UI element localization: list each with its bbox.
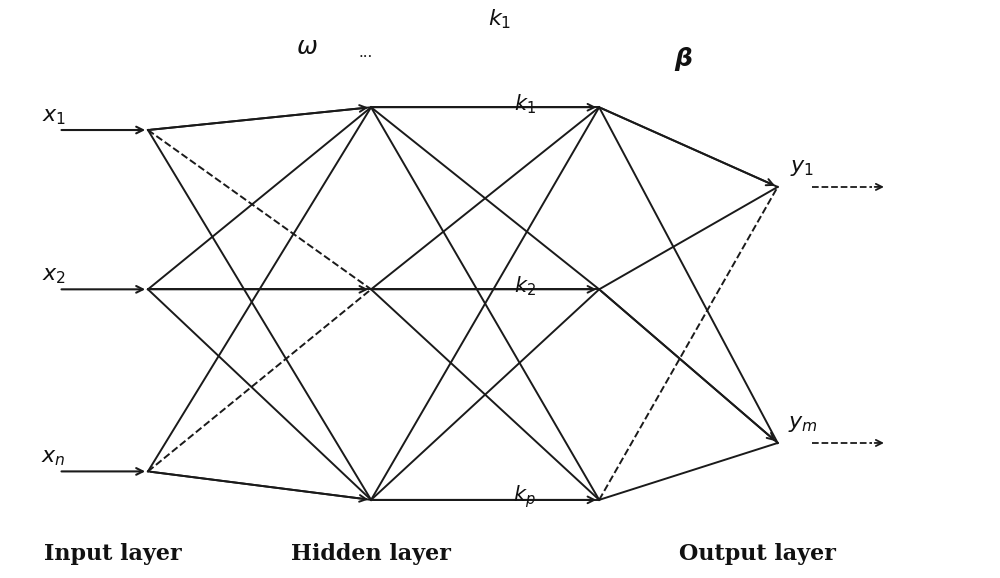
Text: Input layer: Input layer [44, 543, 182, 565]
Text: $k_1$: $k_1$ [488, 8, 512, 31]
Text: Hidden layer: Hidden layer [291, 543, 451, 565]
Text: ...: ... [359, 46, 373, 60]
Text: $x_1$: $x_1$ [42, 105, 66, 127]
Text: $\omega$: $\omega$ [296, 36, 318, 59]
Text: $x_2$: $x_2$ [42, 264, 66, 286]
Text: $k_p$: $k_p$ [513, 484, 536, 510]
Text: Output layer: Output layer [679, 543, 836, 565]
Text: $k_2$: $k_2$ [514, 275, 536, 298]
Text: $x_n$: $x_n$ [41, 446, 66, 468]
Text: $y_1$: $y_1$ [790, 156, 815, 178]
Text: $k_1$: $k_1$ [514, 92, 536, 116]
Text: $\boldsymbol{\beta}$: $\boldsymbol{\beta}$ [674, 45, 693, 73]
Text: $y_m$: $y_m$ [788, 412, 817, 434]
